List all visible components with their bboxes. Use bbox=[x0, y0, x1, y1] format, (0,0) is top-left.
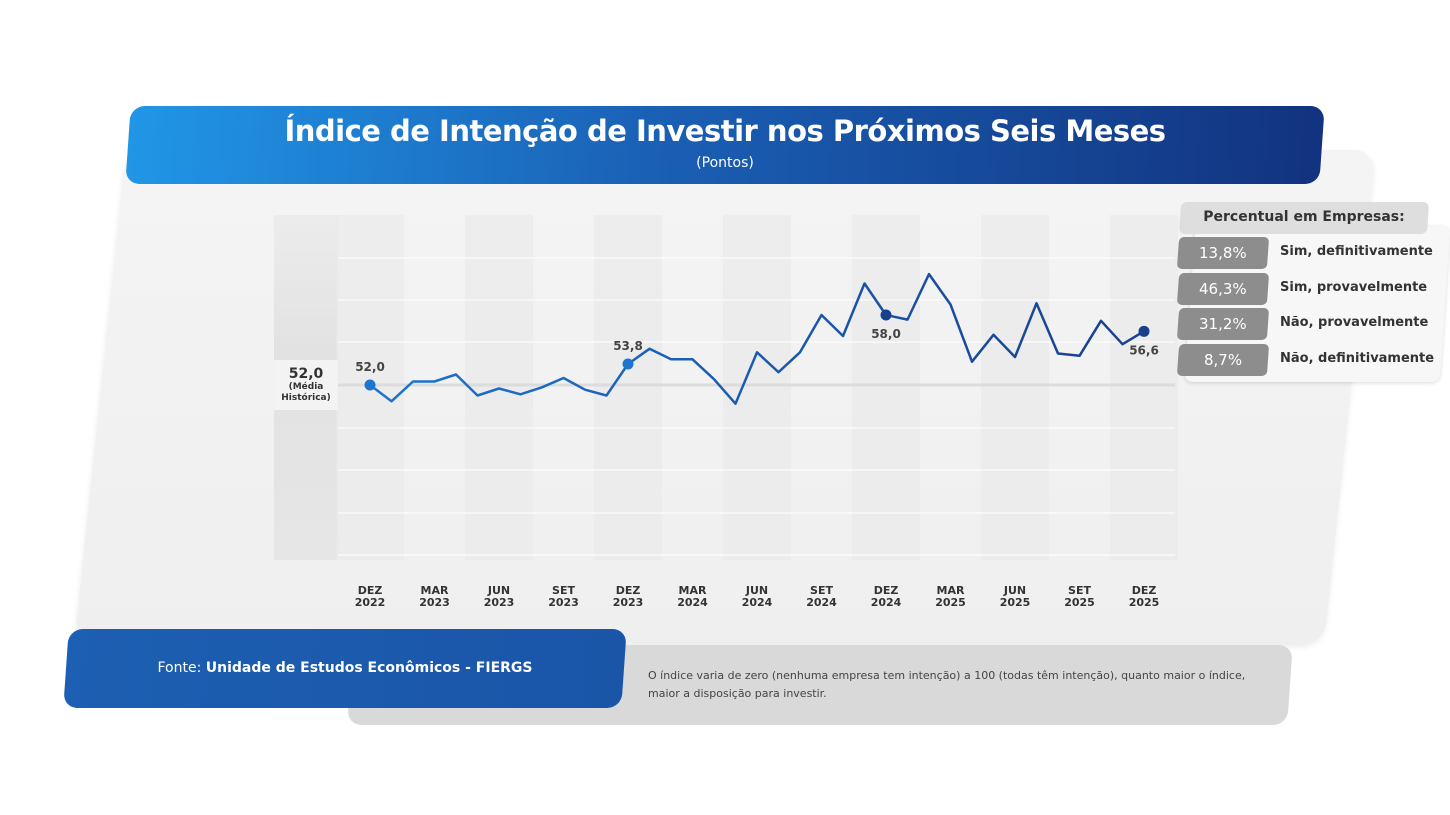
legend-label: Não, provavelmente bbox=[1280, 315, 1429, 330]
chart-title: Índice de Intenção de Investir nos Próxi… bbox=[284, 114, 1166, 148]
data-point-marker bbox=[880, 309, 892, 321]
x-tick-month: MAR bbox=[679, 584, 707, 597]
data-point-marker bbox=[1138, 325, 1150, 337]
x-tick-year: 2022 bbox=[355, 596, 386, 609]
legend-pct-badge: 46,3% bbox=[1176, 273, 1270, 305]
x-tick-year: 2023 bbox=[613, 596, 644, 609]
column-band bbox=[594, 215, 662, 560]
x-tick-year: 2025 bbox=[1129, 596, 1160, 609]
data-label: 56,6 bbox=[1129, 343, 1159, 357]
x-tick-month: MAR bbox=[937, 584, 965, 597]
data-point-marker bbox=[622, 358, 634, 370]
legend-label: Sim, provavelmente bbox=[1280, 280, 1428, 295]
data-label: 53,8 bbox=[613, 339, 643, 353]
data-label: 52,0 bbox=[355, 360, 385, 374]
legend-pct: 8,7% bbox=[1203, 351, 1243, 369]
source-name: Unidade de Estudos Econômicos - FIERGS bbox=[205, 660, 533, 676]
source-text: Fonte: Unidade de Estudos Econômicos - F… bbox=[66, 660, 624, 676]
note-text: O índice varia de zero (nenhuma empresa … bbox=[648, 669, 1246, 700]
legend-title: Percentual em Empresas: bbox=[1203, 209, 1405, 225]
x-tick-year: 2024 bbox=[871, 596, 902, 609]
legend-pct-badge: 8,7% bbox=[1176, 344, 1270, 376]
legend-label: Sim, definitivamente bbox=[1280, 244, 1433, 259]
historical-mean-value: 52,0 bbox=[288, 366, 324, 382]
x-tick-year: 2025 bbox=[1000, 596, 1031, 609]
x-tick-year: 2023 bbox=[419, 596, 450, 609]
source-prefix: Fonte: bbox=[157, 660, 202, 676]
historical-mean-label-2: Histórica) bbox=[281, 393, 331, 403]
column-band bbox=[723, 215, 791, 560]
data-label: 58,0 bbox=[871, 327, 901, 341]
legend-pct: 13,8% bbox=[1199, 244, 1247, 262]
column-band bbox=[981, 215, 1049, 560]
x-tick-month: JUN bbox=[745, 584, 768, 597]
x-tick-month: DEZ bbox=[1132, 584, 1157, 597]
x-tick-month: SET bbox=[810, 584, 833, 597]
x-tick-year: 2024 bbox=[806, 596, 837, 609]
x-tick-year: 2025 bbox=[1064, 596, 1095, 609]
x-tick-year: 2023 bbox=[484, 596, 515, 609]
column-band bbox=[852, 215, 920, 560]
historical-mean-box: 52,0 (Média Histórica) bbox=[274, 360, 338, 410]
legend-pct-badge: 31,2% bbox=[1176, 308, 1270, 340]
x-tick-month: MAR bbox=[421, 584, 449, 597]
legend-label: Não, definitivamente bbox=[1280, 351, 1435, 366]
x-tick-year: 2024 bbox=[677, 596, 708, 609]
x-tick-month: JUN bbox=[1003, 584, 1026, 597]
x-tick-month: SET bbox=[552, 584, 575, 597]
x-tick-year: 2023 bbox=[548, 596, 579, 609]
x-tick-month: DEZ bbox=[616, 584, 641, 597]
x-tick-month: JUN bbox=[487, 584, 510, 597]
x-tick-month: SET bbox=[1068, 584, 1091, 597]
x-tick-month: DEZ bbox=[358, 584, 383, 597]
legend-pct-badge: 13,8% bbox=[1176, 237, 1270, 269]
data-point-marker bbox=[364, 379, 376, 391]
series-line bbox=[369, 272, 1145, 405]
column-band bbox=[1110, 215, 1178, 560]
x-tick-month: DEZ bbox=[874, 584, 899, 597]
legend-pct: 31,2% bbox=[1199, 315, 1247, 333]
chart-subtitle: (Pontos) bbox=[696, 155, 754, 171]
legend-pct: 46,3% bbox=[1199, 280, 1247, 298]
historical-mean-label-1: (Média bbox=[288, 382, 324, 392]
x-tick-year: 2024 bbox=[742, 596, 773, 609]
x-tick-year: 2025 bbox=[935, 596, 966, 609]
